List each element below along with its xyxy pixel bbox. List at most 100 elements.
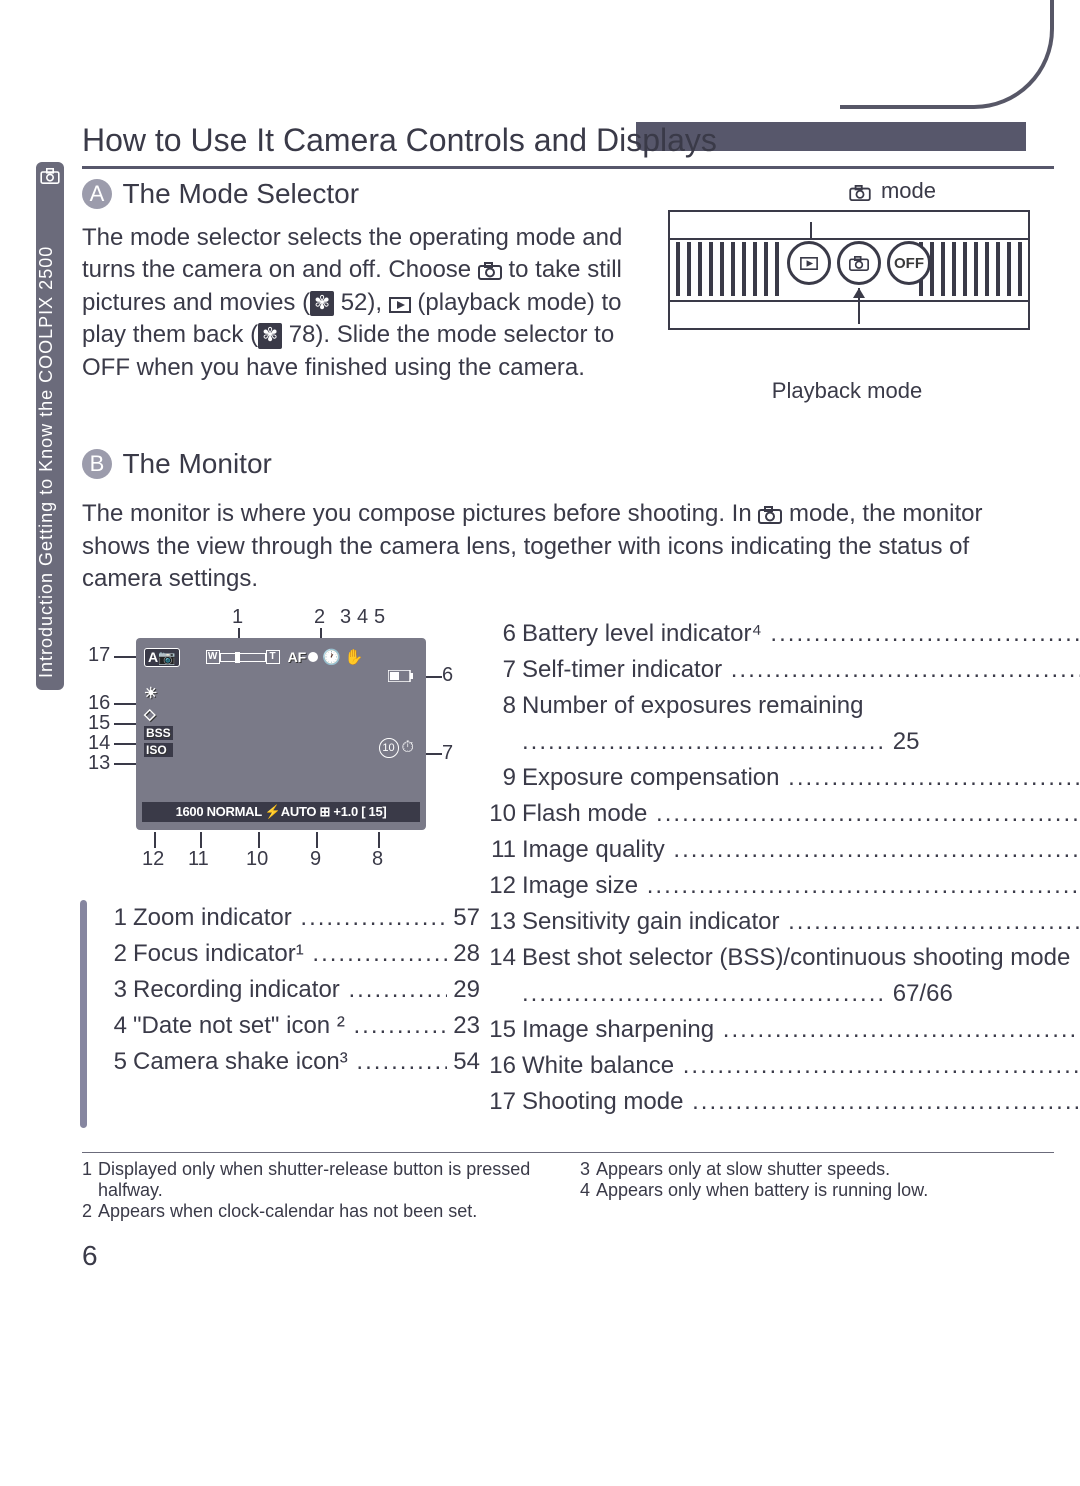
legend-row: 10Flash mode53: [484, 796, 1080, 832]
leader-line: [316, 832, 318, 848]
page-corner-rule: [840, 0, 1054, 109]
legend-num: 8: [484, 688, 516, 724]
shooting-mode-chip: A📷: [144, 648, 180, 667]
legend-text: Sensitivity gain indicator: [522, 904, 1080, 940]
callout-11: 11: [188, 848, 209, 871]
legend-num: 15: [484, 1012, 516, 1048]
section-a-title: The Mode Selector: [122, 178, 359, 210]
legend-num: 5: [95, 1044, 127, 1080]
page-number: 6: [82, 1240, 98, 1272]
legend-text: Recording indicator: [133, 972, 447, 1008]
legend-row: 4"Date not set" icon ²23: [95, 1008, 480, 1044]
zoom-t: T: [266, 650, 280, 664]
section-a-paragraph: The mode selector selects the operating …: [82, 222, 642, 384]
callout-1: 1: [232, 606, 243, 629]
legend-right: 6Battery level indicator⁴197Self-timer i…: [476, 616, 1054, 1120]
mode-camera-circle: [837, 241, 881, 285]
leader-line: [154, 832, 156, 848]
timer-icon: ⏱: [402, 739, 414, 757]
mode-selector-figure: mode OFF Playback mode: [668, 178, 1026, 404]
footnote-1: 1 Displayed only when shutter-release bu…: [82, 1159, 556, 1201]
monitor-left-icons: ☀ ◇ BSS ISO: [144, 684, 173, 757]
legend-text: Camera shake icon³: [133, 1044, 447, 1080]
callout-3: 3: [340, 606, 351, 629]
legend-num: 4: [95, 1008, 127, 1044]
callout-7: 7: [442, 742, 453, 765]
zoom-w: W: [206, 650, 220, 664]
self-timer-indicator: 10 ⏱: [379, 738, 414, 758]
legend-row: 16White balance64: [484, 1048, 1080, 1084]
legend-left-list: 1Zoom indicator572Focus indicator¹283Rec…: [80, 900, 480, 1080]
callout-8: 8: [372, 848, 383, 871]
legend-row: 7Self-timer indicator55: [484, 652, 1080, 688]
footnotes: 1 Displayed only when shutter-release bu…: [82, 1152, 1054, 1222]
monitor-top-row: A📷 W T AF 🕐 ✋: [144, 647, 418, 667]
mode-bottom-label: Playback mode: [668, 378, 1026, 404]
side-tab: Introduction Getting to Know the COOLPIX…: [36, 162, 64, 690]
legend-num: 2: [95, 936, 127, 972]
callout-4: 4: [357, 606, 368, 629]
legend-text: Flash mode: [522, 796, 1080, 832]
rec-indicator-icon: [308, 652, 318, 662]
legend-row: 3Recording indicator29: [95, 972, 480, 1008]
zoom-bar: [220, 653, 266, 662]
legend-bar: [80, 900, 87, 1128]
monitor-bottom-strip: 1600 NORMAL ⚡AUTO ⊞ +1.0 [ 15]: [142, 802, 420, 822]
camera-icon: [40, 168, 60, 184]
mode-top-label-text: mode: [881, 178, 936, 203]
legend-num: 11: [484, 832, 516, 868]
legend-row: 2Focus indicator¹28: [95, 936, 480, 972]
legend-text: Exposure compensation: [522, 760, 1080, 796]
footnote-num: 4: [580, 1180, 596, 1201]
camera-mode-icon: [849, 256, 869, 271]
legend-row: 17Shooting mode25, 36: [484, 1084, 1080, 1120]
legend-num: 6: [484, 616, 516, 652]
ref-chip-icon: ✾: [258, 323, 282, 349]
footnote-num: 3: [580, 1159, 596, 1180]
legend-row: 11Image quality61: [484, 832, 1080, 868]
legend-text: Image sharpening: [522, 1012, 1080, 1048]
footnote-2: 2 Appears when clock-calendar has not be…: [82, 1201, 556, 1222]
footnote-4: 4 Appears only when battery is running l…: [580, 1180, 1054, 1201]
camera-mode-icon: [478, 262, 502, 280]
ref-chip-icon: ✾: [310, 291, 334, 317]
footnote-col-left: 1 Displayed only when shutter-release bu…: [82, 1159, 556, 1222]
heading-wrap: How to Use It Camera Controls and Displa…: [82, 122, 1054, 169]
legend-row: 1Zoom indicator57: [95, 900, 480, 936]
playback-icon: [389, 297, 411, 313]
footnote-text: Appears only at slow shutter speeds.: [596, 1159, 890, 1180]
legend-row: 14Best shot selector (BSS)/continuous sh…: [484, 940, 1080, 1012]
legend-num: 16: [484, 1048, 516, 1084]
mode-positions: OFF: [787, 241, 931, 285]
legend-text: Self-timer indicator: [522, 652, 1080, 688]
callout-13: 13: [88, 752, 110, 775]
legend-row: 12Image size62: [484, 868, 1080, 904]
footnote-num: 1: [82, 1159, 98, 1201]
leader-arrow: [853, 288, 865, 298]
legend-num: 9: [484, 760, 516, 796]
para-b-1: The monitor is where you compose picture…: [82, 500, 758, 527]
legend-row: 9Exposure compensation63: [484, 760, 1080, 796]
shake-icon: ✋: [345, 648, 364, 666]
section-b-header: B The Monitor: [82, 448, 272, 480]
legend-text: Image size: [522, 868, 1080, 904]
legend-text: Zoom indicator: [133, 900, 447, 936]
battery-icon: [388, 670, 414, 682]
camera-mode-icon: [758, 506, 782, 524]
section-b-paragraph: The monitor is where you compose picture…: [82, 498, 1054, 596]
leader-line: [258, 832, 260, 848]
legend-row: 6Battery level indicator⁴19: [484, 616, 1080, 652]
mode-off-circle: OFF: [887, 241, 931, 285]
legend-num: 10: [484, 796, 516, 832]
leader-line: [378, 832, 380, 848]
mode-ridges-right: [919, 242, 1022, 296]
footnote-col-right: 3 Appears only at slow shutter speeds. 4…: [580, 1159, 1054, 1222]
side-tab-text: Introduction Getting to Know the COOLPIX…: [36, 192, 57, 684]
legend-right-list: 6Battery level indicator⁴197Self-timer i…: [484, 616, 1080, 1120]
legend-num: 14: [484, 940, 516, 976]
legend-row: 13Sensitivity gain indicator54: [484, 904, 1080, 940]
legend-num: 3: [95, 972, 127, 1008]
callout-5: 5: [374, 606, 385, 629]
playback-icon: [800, 257, 818, 270]
legend-row: 15Image sharpening68: [484, 1012, 1080, 1048]
